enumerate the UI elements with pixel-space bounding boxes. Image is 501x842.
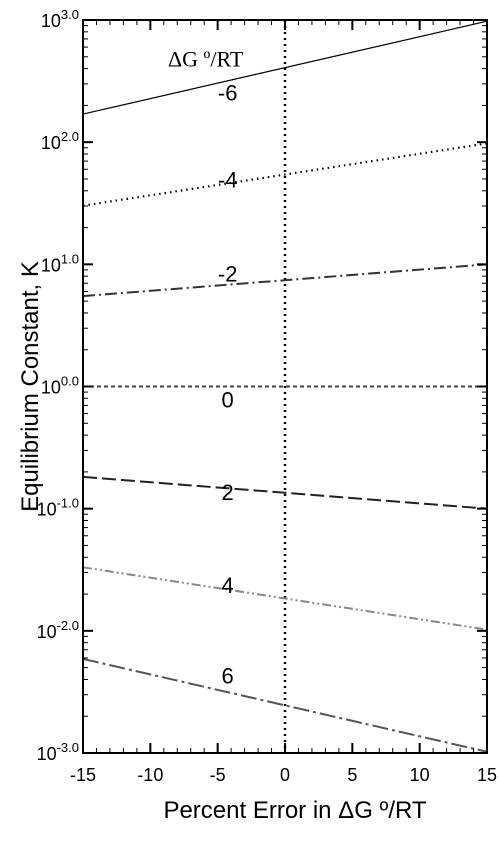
series-label: -2 [218, 261, 238, 286]
series-label: 6 [222, 663, 234, 688]
series-line [82, 475, 488, 510]
y-tick-label: 102.0 [41, 129, 79, 153]
y-axis-title: Equilibrium Constant, K [17, 261, 44, 512]
x-tick-label: 0 [280, 765, 290, 785]
series-line [82, 142, 488, 207]
x-tick-label: 15 [477, 765, 497, 785]
x-tick-label: -5 [210, 765, 226, 785]
series-line [82, 263, 488, 298]
x-tick-label: -10 [137, 765, 163, 785]
series-line [82, 20, 488, 115]
series-label: 0 [222, 387, 234, 412]
x-tick-label: 5 [347, 765, 357, 785]
series-label: 2 [222, 480, 234, 505]
series-label: -4 [218, 167, 238, 192]
series-line [82, 566, 488, 631]
series-label: -6 [218, 81, 238, 106]
y-tick-label: 10-2.0 [37, 618, 79, 642]
axes: 103.0102.0101.0100.010-1.010-2.010-3.0-1… [37, 7, 497, 785]
x-tick-label: -15 [70, 765, 96, 785]
y-tick-label: 10-3.0 [37, 740, 79, 764]
x-tick-label: 10 [410, 765, 430, 785]
legend-title: ΔG º/RT [168, 46, 244, 71]
x-axis-title: Percent Error in ΔG º/RT [163, 797, 426, 824]
y-tick-label: 100.0 [41, 374, 79, 398]
y-tick-label: 103.0 [41, 7, 79, 31]
y-tick-label: 10-1.0 [37, 496, 79, 520]
series-label: 4 [222, 573, 234, 598]
y-tick-label: 101.0 [41, 251, 79, 275]
series-line [82, 657, 488, 753]
plot-content: -6 -4 -2 0 2 4 6 [82, 20, 488, 753]
